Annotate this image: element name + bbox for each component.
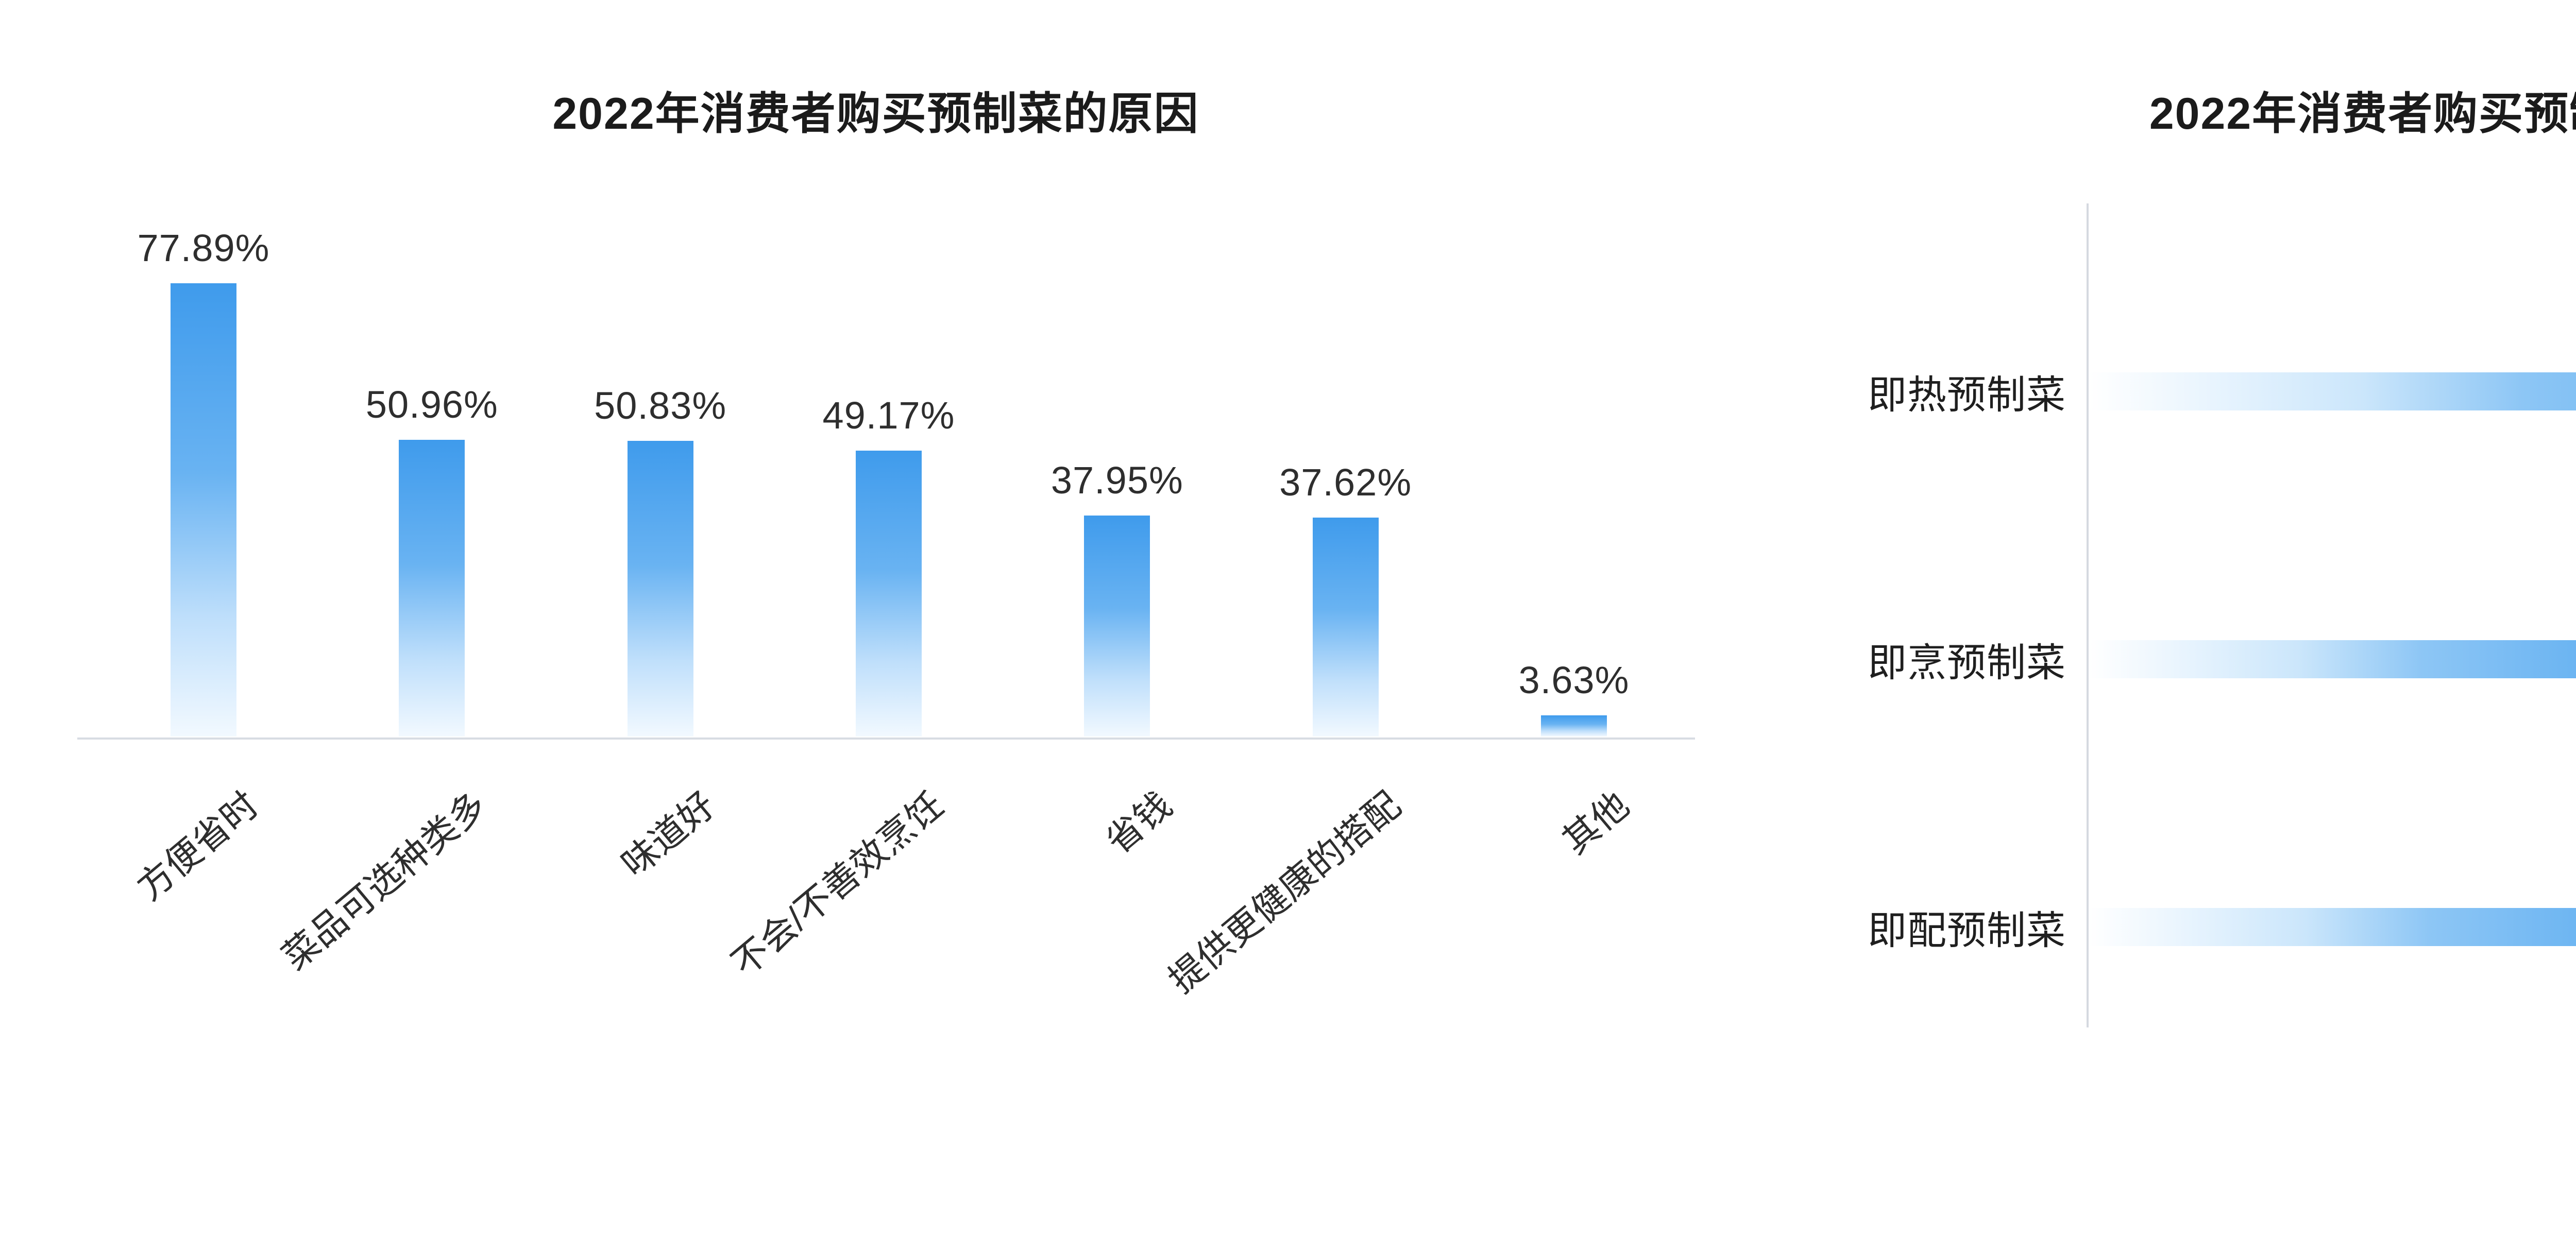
bar-rect <box>1084 516 1150 736</box>
bar-rect <box>627 440 693 736</box>
hbar-track: 55.78% <box>2089 908 2576 946</box>
bar-rect <box>855 450 922 736</box>
hbar-track: 70.96% <box>2089 372 2576 410</box>
hbar-fill <box>2089 908 2576 946</box>
hbar-fill <box>2089 640 2576 678</box>
left-x-axis-labels: 方便省时 菜品可选种类多 味道好 不会/不善效烹饪 省钱 提供更健康的搭配 其他 <box>77 747 1700 1004</box>
bar-value-label: 49.17% <box>822 393 955 437</box>
hbar-fill <box>2089 372 2576 410</box>
bar-column: 37.95% <box>1037 196 1197 736</box>
left-chart-plot-area: 77.89% 50.96% 50.83% 49.17% 37.95% 37.62% 3.63… <box>77 196 1700 736</box>
hbar-row: 即配预制菜 55.78% <box>1752 793 2576 1061</box>
hbar-category-label: 即烹预制菜 <box>1868 641 2066 685</box>
bar-rect <box>1312 518 1379 736</box>
right-chart-title: 2022年消费者购买预制菜的类型（按加工程度） <box>2149 89 2576 139</box>
bar-value-label: 3.63% <box>1518 659 1630 702</box>
bar-rect <box>171 283 236 736</box>
left-chart-title: 2022年消费者购买预制菜的原因 <box>552 89 1199 139</box>
bar-value-label: 77.89% <box>137 227 270 270</box>
right-y-axis-line <box>2087 203 2089 1027</box>
bar-column: 77.89% <box>124 196 283 736</box>
right-chart-panel: 2022年消费者购买预制菜的类型（按加工程度） 即热预制菜 70.96% 即烹预制菜… <box>1752 0 2576 1235</box>
hbar-track: 54.45% <box>2089 640 2576 678</box>
hbar-category-label: 即热预制菜 <box>1868 373 2066 417</box>
hbar-row: 即烹预制菜 54.45% <box>1752 525 2576 793</box>
bar-column: 50.96% <box>352 196 512 736</box>
bar-column: 49.17% <box>809 196 969 736</box>
bar-rect <box>1540 715 1607 736</box>
left-x-axis-line <box>77 737 1695 740</box>
left-chart-panel: 2022年消费者购买预制菜的原因 77.89% 50.96% 50.83% 49.17… <box>77 89 1700 1004</box>
hbar-row: 即热预制菜 70.96% <box>1752 258 2576 525</box>
bar-column: 3.63% <box>1494 196 1654 736</box>
bar-column: 50.83% <box>581 196 740 736</box>
hbar-category-label: 即配预制菜 <box>1868 909 2066 953</box>
bar-value-label: 50.83% <box>594 384 727 427</box>
bar-value-label: 37.62% <box>1279 461 1412 504</box>
right-bar-group: 即热预制菜 70.96% 即烹预制菜 54.45% 即配预制菜 55.78% <box>1752 258 2576 1061</box>
left-bar-group: 77.89% 50.96% 50.83% 49.17% 37.95% 37.62% 3.63… <box>77 196 1700 736</box>
bar-column: 37.62% <box>1266 196 1426 736</box>
bar-rect <box>399 440 465 736</box>
bar-value-label: 37.95% <box>1050 459 1183 502</box>
bar-value-label: 50.96% <box>365 383 498 426</box>
